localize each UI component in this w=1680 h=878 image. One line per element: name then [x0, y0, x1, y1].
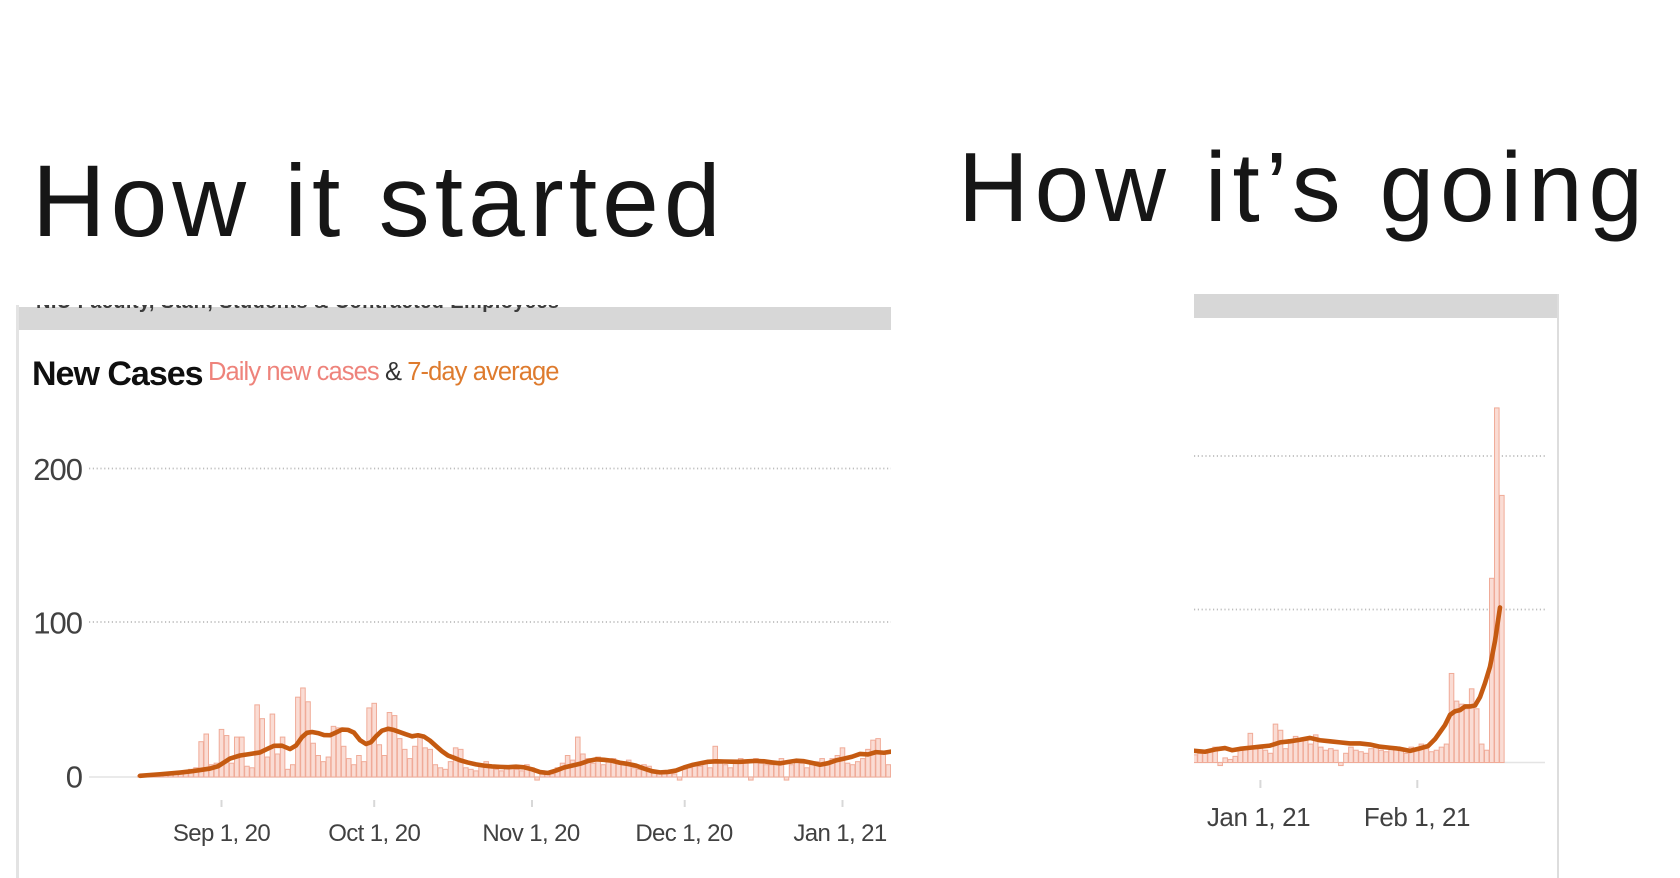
svg-text:Dec 1, 20: Dec 1, 20	[635, 820, 733, 847]
svg-text:Sep 1, 20: Sep 1, 20	[173, 820, 271, 847]
svg-text:100: 100	[33, 606, 82, 641]
svg-text:Jan 1, 21: Jan 1, 21	[1207, 802, 1310, 832]
svg-text:200: 200	[33, 452, 82, 487]
svg-text:Feb 1, 21: Feb 1, 21	[1364, 802, 1470, 832]
svg-text:Jan 1, 21: Jan 1, 21	[793, 820, 887, 847]
svg-text:Nov 1, 20: Nov 1, 20	[482, 820, 580, 847]
svg-text:0: 0	[66, 760, 83, 795]
svg-text:Oct 1, 20: Oct 1, 20	[328, 820, 420, 847]
